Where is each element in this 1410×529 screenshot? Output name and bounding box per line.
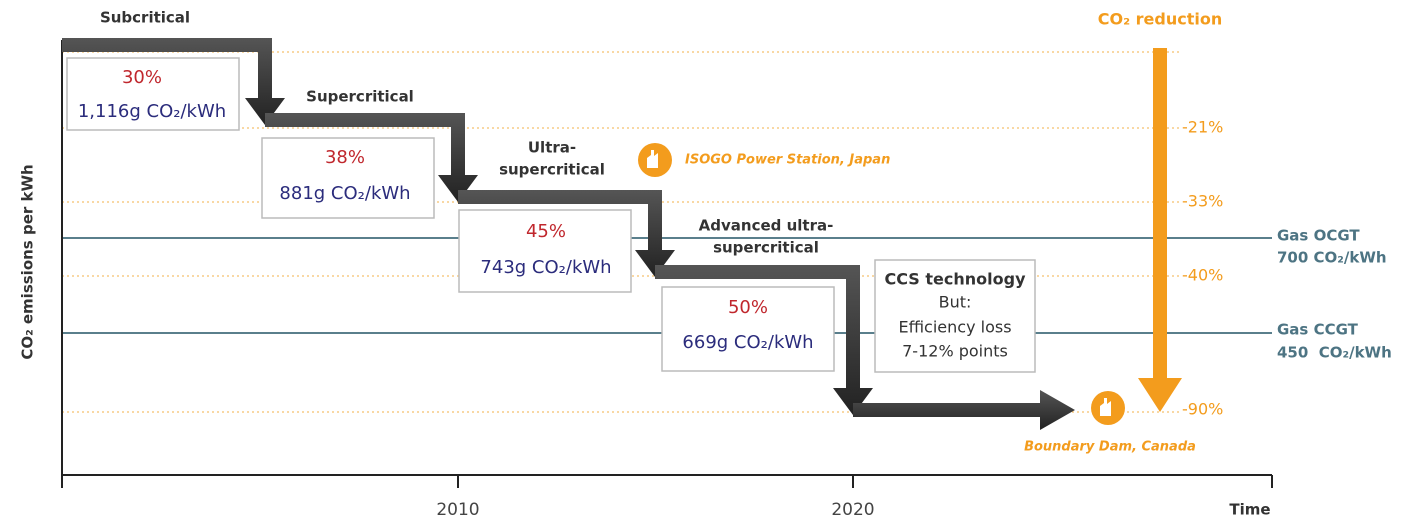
x-axis-label: Time	[1229, 501, 1270, 519]
reduction: -90%	[1182, 400, 1223, 419]
staircase	[62, 38, 1075, 430]
gas-value: 700 CO₂/kWh	[1277, 249, 1387, 267]
emission: 1,116g CO₂/kWh	[78, 101, 226, 122]
stage-name: Ultra-	[528, 139, 576, 157]
emission: 881g CO₂/kWh	[279, 183, 410, 204]
emission: 669g CO₂/kWh	[682, 332, 813, 353]
reduction: -33%	[1182, 192, 1223, 211]
title: CO₂ reduction	[1098, 10, 1223, 29]
axes	[61, 40, 1273, 488]
emission: 743g CO₂/kWh	[480, 257, 611, 278]
reduction: -40%	[1182, 266, 1223, 285]
plant-label: Boundary Dam, Canada	[1024, 440, 1196, 455]
x-tick-label: 2020	[831, 500, 874, 520]
efficiency: 50%	[728, 297, 768, 318]
reduction-arrow	[1138, 48, 1182, 412]
gas-value: 450 CO₂/kWh	[1277, 344, 1392, 362]
efficiency: 30%	[122, 67, 162, 88]
stage-name: Advanced ultra-	[699, 217, 834, 235]
stage-name: supercritical	[499, 161, 605, 179]
ccs-text: 7-12% points	[902, 342, 1008, 361]
boxes	[66, 57, 1036, 373]
reduction: -21%	[1182, 118, 1223, 137]
y-axis-label: CO₂ emissions per kWh	[19, 164, 37, 359]
efficiency: 38%	[325, 147, 365, 168]
ccs-title: CCS technology	[885, 270, 1027, 289]
efficiency: 45%	[526, 221, 566, 242]
stage-name: Supercritical	[306, 88, 414, 106]
stage-name: supercritical	[713, 239, 819, 257]
gas-name: Gas CCGT	[1277, 321, 1359, 339]
ccs-text: But:	[939, 293, 972, 312]
gas-name: Gas OCGT	[1277, 227, 1360, 245]
plant-label: ISOGO Power Station, Japan	[685, 153, 890, 168]
stage-name: Subcritical	[100, 9, 190, 27]
ccs-text: Efficiency loss	[898, 318, 1011, 337]
plant-icons	[638, 143, 1125, 425]
x-tick-label: 2010	[436, 500, 479, 520]
